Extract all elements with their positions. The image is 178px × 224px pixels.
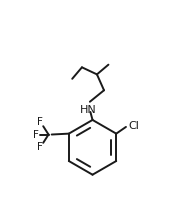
Text: F: F <box>33 129 38 140</box>
Text: F: F <box>37 117 43 127</box>
Text: Cl: Cl <box>128 121 139 131</box>
Text: HN: HN <box>80 105 96 115</box>
Text: F: F <box>37 142 43 152</box>
